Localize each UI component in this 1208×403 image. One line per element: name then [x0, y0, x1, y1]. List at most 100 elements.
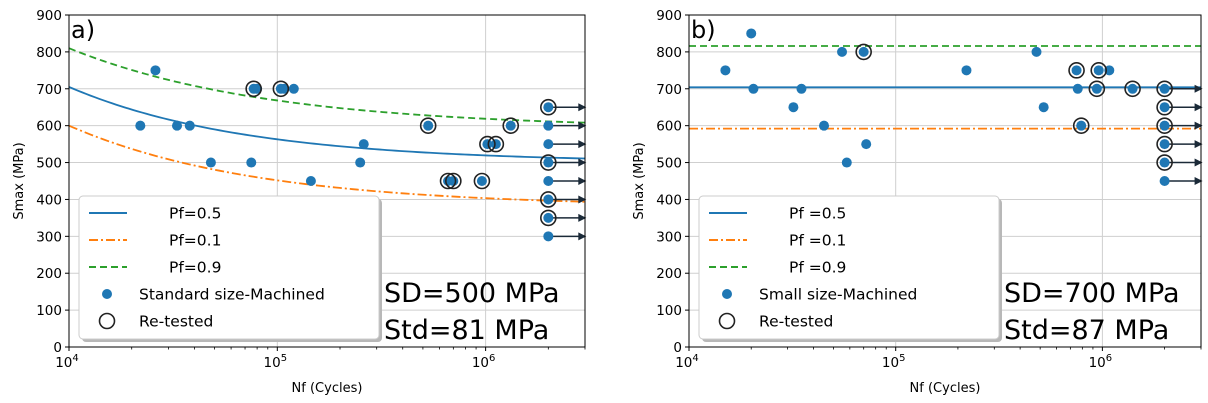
data-point	[423, 120, 434, 131]
data-point	[1091, 83, 1102, 94]
data-point	[252, 83, 263, 94]
curve-pf-0-9	[68, 47, 586, 124]
retested-marker	[1072, 117, 1090, 134]
legend-box	[78, 195, 380, 340]
legend-swatch-dot	[722, 289, 732, 299]
curve-pf-0-5	[68, 86, 586, 160]
retested-marker	[1156, 98, 1173, 116]
runout-arrow-head	[578, 232, 587, 241]
chart-panel-a: 0 100 200 300 400 500 600 700 800 900 104 105 106 Nf …	[12, 8, 587, 396]
data-point	[543, 139, 554, 150]
y-tick-label: 100	[36, 303, 62, 319]
retested-marker	[272, 80, 290, 98]
x-tick-label: 106	[1089, 353, 1113, 371]
legend-swatch-ring	[98, 312, 116, 330]
legend-entry-label: Pf =0.5	[789, 205, 846, 223]
retested-marker	[502, 117, 520, 134]
x-tick-label: 105	[882, 353, 906, 371]
retested-marker	[1068, 62, 1085, 79]
runout-arrow-head	[1194, 177, 1203, 185]
data-point	[482, 139, 493, 150]
data-point	[543, 120, 554, 131]
retested-marker	[1156, 117, 1173, 134]
data-point	[1093, 65, 1104, 76]
y-tick-label: 200	[656, 266, 682, 282]
runout-arrow-head	[578, 103, 587, 112]
retested-marker	[1156, 154, 1173, 171]
retested-marker	[487, 135, 505, 153]
data-point	[1159, 120, 1170, 131]
data-point	[490, 139, 501, 150]
x-axis-label: Nf (Cycles)	[910, 381, 981, 396]
y-axis-label: Smax (MPa)	[12, 142, 27, 219]
legend-entry-label: Standard size-Machined	[139, 286, 325, 304]
x-axis-label: Nf (Cycles)	[292, 381, 363, 396]
data-point	[1159, 139, 1170, 150]
y-tick-label: 900	[36, 8, 62, 24]
y-tick-label: 600	[656, 119, 682, 135]
data-point	[841, 157, 852, 168]
data-point	[1071, 65, 1082, 76]
retested-marker	[1090, 62, 1108, 79]
data-point	[543, 231, 554, 242]
legend: Pf =0.5 Pf =0.1 Pf =0.9 Small size-Machined…	[698, 195, 1002, 342]
retested-marker	[1156, 135, 1173, 153]
data-point	[543, 157, 554, 168]
data-point	[135, 120, 146, 131]
legend-box	[698, 195, 1000, 340]
retested-marker	[540, 98, 557, 116]
data-point	[796, 83, 807, 94]
runout-arrow-head	[578, 121, 587, 130]
data-point	[279, 83, 290, 94]
data-point	[150, 65, 161, 76]
y-axis-label: Smax (MPa)	[632, 142, 647, 219]
data-point	[205, 157, 216, 168]
data-point	[1031, 46, 1042, 57]
data-point	[288, 83, 299, 94]
legend-entry-label: Pf=0.1	[169, 232, 221, 250]
y-tick-label: 100	[656, 303, 682, 319]
chart-panel-b: 0 100 200 300 400 500 600 700 800 900 104 105 106 Nf …	[632, 8, 1203, 396]
data-point	[788, 102, 799, 113]
data-point	[1072, 83, 1083, 94]
runout-arrow-head	[578, 140, 587, 149]
legend-entry-label: Re-tested	[759, 313, 833, 331]
data-point	[1159, 102, 1170, 113]
data-point	[720, 65, 731, 76]
legend-entry-label: Pf =0.9	[789, 259, 846, 277]
data-point	[543, 176, 554, 186]
runout-arrow-head	[1194, 140, 1203, 149]
data-point	[246, 157, 257, 168]
retested-marker	[445, 172, 462, 190]
retested-marker	[1088, 80, 1106, 98]
data-point	[837, 46, 848, 57]
runout-arrow-head	[1194, 103, 1203, 112]
data-point	[448, 176, 459, 186]
panel-label: a)	[71, 16, 95, 44]
data-point	[505, 120, 516, 131]
data-point	[1076, 120, 1087, 131]
legend-entry-label: Pf =0.1	[789, 232, 846, 250]
axes-frame	[688, 14, 1202, 348]
data-point	[1159, 157, 1170, 168]
retested-marker	[540, 154, 557, 171]
data-point	[543, 194, 554, 205]
data-point	[184, 120, 195, 131]
x-tick-label: 104	[675, 353, 699, 371]
retested-marker	[1124, 80, 1141, 98]
data-point	[1159, 176, 1170, 186]
y-tick-label: 500	[656, 156, 682, 172]
legend-swatch-ring	[718, 312, 736, 330]
y-tick-label: 600	[36, 119, 62, 135]
data-point	[355, 157, 366, 168]
runout-arrow-head	[1194, 84, 1203, 93]
legend-entry-label: Re-tested	[139, 313, 213, 331]
legend-entry-label: Pf=0.9	[169, 259, 221, 277]
y-tick-label: 800	[36, 45, 62, 61]
y-tick-label: 300	[656, 229, 682, 245]
runout-arrow-head	[1194, 121, 1203, 130]
y-tick-label: 400	[36, 192, 62, 208]
panel-label: b)	[691, 16, 716, 44]
data-point	[543, 102, 554, 113]
